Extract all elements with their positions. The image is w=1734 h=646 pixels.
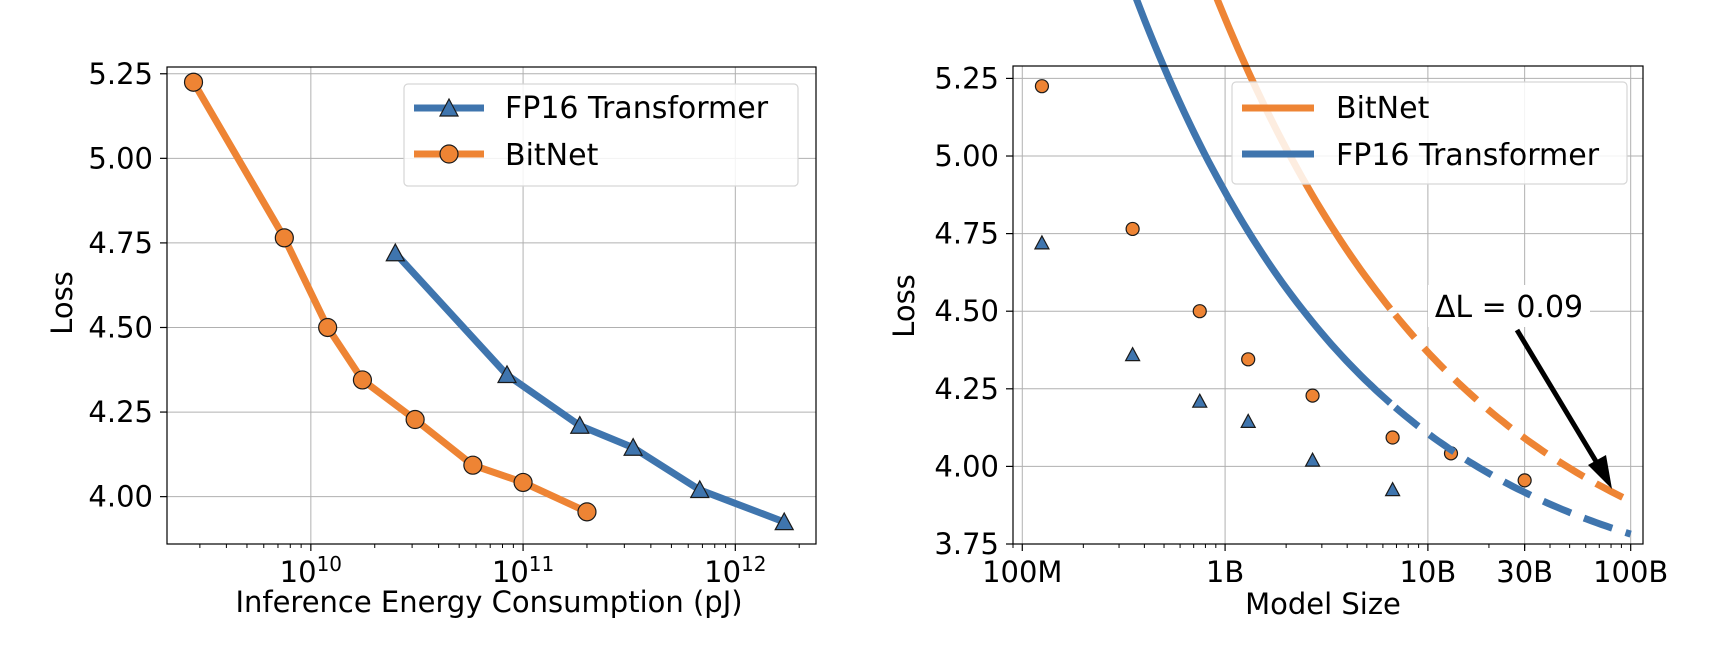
fp16-transformer-point (385, 242, 406, 262)
right-legend-box (1231, 81, 1628, 185)
legend-fp16-label-right: FP16 Transformer (1336, 138, 1600, 173)
fp16-transformer-point (1124, 346, 1141, 362)
x-tick-label: 1012 (704, 552, 766, 589)
bitnet-point (463, 455, 483, 475)
left-ticks: 4.00 4.25 4.50 4.75 5.00 5.25 1010 1011 1012 (88, 57, 800, 589)
left-chart: 4.00 4.25 4.50 4.75 5.00 5.25 1010 1011 1012 FP1… (45, 57, 817, 619)
bitnet-point (318, 317, 338, 338)
right-plot-frame (1012, 65, 1644, 545)
right-chart: 3.75 4.00 4.25 4.50 4.75 5.00 5.25 100M 1B 10B 30B… (887, 0, 1668, 621)
x-tick-label: 30B (1496, 555, 1553, 589)
y-tick-label: 5.00 (88, 141, 153, 175)
x-tick-label: 100M (982, 555, 1062, 589)
y-tick-label: 4.25 (88, 395, 153, 429)
legend-bitnet-marker (439, 144, 459, 164)
y-tick-label: 5.25 (934, 61, 999, 95)
x-tick-label: 1B (1206, 555, 1244, 589)
bitnet-point (1192, 304, 1207, 319)
legend-fp16-label: FP16 Transformer (505, 91, 769, 126)
left-series (183, 72, 795, 531)
x-tick-label: 100B (1593, 555, 1668, 589)
bitnet-point (1517, 473, 1532, 488)
annotation-arrow-head (1588, 455, 1612, 489)
left-y-axis-label: Loss (45, 271, 79, 335)
bitnet-fit-solid (1213, 0, 1394, 311)
bitnet-point (274, 228, 294, 248)
fp16-transformer-line (392, 250, 786, 526)
fp16-transformer-point (774, 511, 795, 531)
fp16-transformer-point (569, 415, 590, 434)
annotation-text: ΔL = 0.09 (1435, 290, 1583, 325)
bitnet-point (577, 502, 597, 522)
y-tick-label: 4.25 (934, 372, 999, 406)
bitnet-point (1034, 79, 1050, 94)
legend-bitnet-label: BitNet (505, 138, 599, 173)
bitnet-point (352, 370, 373, 390)
y-tick-label: 4.75 (88, 226, 153, 260)
left-x-axis-label: Inference Energy Consumption (pJ) (235, 585, 742, 619)
fp16-transformer-fit-dashed (1392, 404, 1632, 538)
x-tick-label: 1010 (280, 552, 342, 589)
bitnet-point (1241, 352, 1256, 367)
bitnet-point (1305, 388, 1320, 403)
y-tick-label: 3.75 (934, 527, 999, 561)
left-legend: FP16 Transformer BitNet (403, 83, 799, 187)
y-tick-label: 5.00 (934, 139, 999, 173)
annotation-arrow-shaft (1514, 328, 1603, 470)
bitnet-point (1385, 430, 1400, 445)
y-tick-label: 4.75 (934, 217, 999, 251)
right-legend: BitNet FP16 Transformer (1231, 81, 1628, 185)
fp16-transformer-point (497, 364, 518, 384)
right-x-axis-label: Model Size (1245, 587, 1401, 621)
fp16-transformer-point (689, 479, 710, 499)
x-tick-label: 10B (1399, 555, 1456, 589)
legend-fp16-marker (439, 97, 459, 117)
fp16-transformer-point (1191, 392, 1208, 408)
left-plot-frame (166, 66, 817, 545)
fp16-transformer-point (1304, 451, 1321, 467)
bitnet-point (513, 472, 533, 493)
fp16-transformer-fit-solid (1133, 0, 1393, 406)
delta-annotation: ΔL = 0.09 (1428, 285, 1612, 489)
y-tick-label: 4.00 (934, 449, 999, 483)
annotation-background (1428, 285, 1590, 327)
bitnet-point (405, 409, 425, 430)
right-series (1033, 0, 1633, 538)
legend-bitnet-label-right: BitNet (1336, 91, 1430, 126)
x-tick-label: 1011 (492, 552, 554, 589)
left-legend-box (403, 83, 799, 187)
y-tick-label: 5.25 (88, 57, 153, 91)
right-ticks: 3.75 4.00 4.25 4.50 4.75 5.00 5.25 100M 1B 10B 30B… (934, 61, 1668, 589)
fp16-transformer-point (1384, 481, 1401, 497)
fp16-transformer-point (1240, 413, 1257, 428)
bitnet-fit-dashed (1392, 312, 1633, 505)
y-tick-label: 4.50 (934, 294, 999, 328)
bitnet-point (183, 72, 204, 92)
bitnet-point (1125, 221, 1140, 237)
fp16-transformer-point (623, 437, 644, 456)
y-tick-label: 4.50 (88, 310, 153, 344)
right-y-axis-label: Loss (887, 274, 921, 338)
y-tick-label: 4.00 (88, 480, 153, 514)
fp16-transformer-point (1033, 234, 1050, 250)
